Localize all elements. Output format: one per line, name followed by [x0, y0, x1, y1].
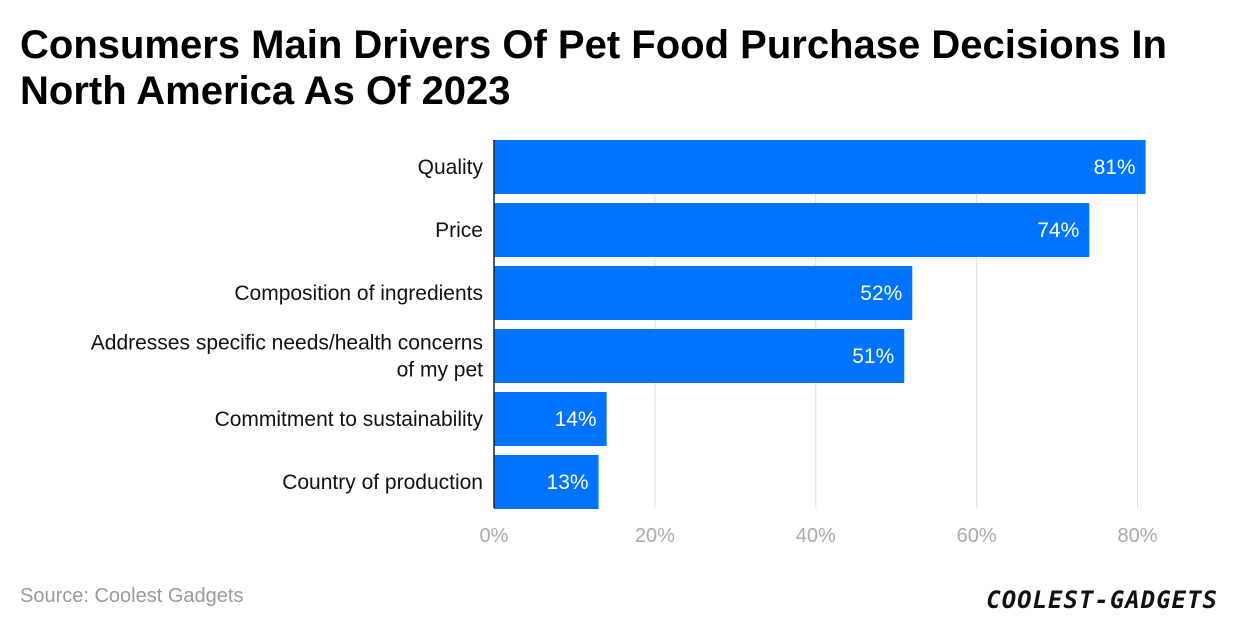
gridlines [654, 140, 1139, 508]
x-tick-label: 40% [796, 525, 836, 547]
x-tick-label: 0% [480, 525, 509, 547]
source-note: Source: Coolest Gadgets [20, 585, 244, 607]
bar-value-label: 52% [860, 282, 902, 305]
category-label: Commitment to sustainability [215, 408, 484, 431]
category-label-line: Commitment to sustainability [215, 408, 484, 431]
category-label-line: Country of production [282, 471, 483, 494]
bar [494, 140, 1146, 194]
bar [494, 266, 913, 320]
x-tick-label: 20% [635, 525, 675, 547]
x-tick-label: 60% [957, 525, 997, 547]
labels: 0% 20% 40% 60% 80% 81% Quality 74% Price 52% Compo… [91, 156, 1158, 547]
category-label-line: Composition of ingredients [234, 282, 483, 305]
bar [494, 392, 607, 446]
bar-value-label: 14% [555, 408, 597, 431]
bar-value-label: 81% [1094, 156, 1136, 179]
category-label-line: Price [435, 219, 483, 242]
category-label-line: of my pet [397, 359, 484, 382]
bar [494, 455, 599, 509]
category-label: Price [435, 219, 483, 242]
category-label: Composition of ingredients [234, 282, 483, 305]
bars [494, 140, 1146, 509]
chart-title: Consumers Main Drivers Of Pet Food Purch… [20, 23, 1167, 113]
category-label: Quality [418, 156, 484, 179]
bar-value-label: 51% [852, 345, 894, 368]
category-label-line: Quality [418, 156, 484, 179]
category-label-line: Addresses specific needs/health concerns [91, 332, 483, 355]
bar [494, 203, 1090, 257]
bar [494, 329, 905, 383]
brand-logo: COOLEST-GADGETS [986, 586, 1218, 614]
category-label: Country of production [282, 471, 483, 494]
bar-value-label: 13% [547, 471, 589, 494]
bar-value-label: 74% [1037, 219, 1079, 242]
category-label: Addresses specific needs/health concerns… [91, 332, 483, 382]
x-tick-label: 80% [1118, 525, 1158, 547]
